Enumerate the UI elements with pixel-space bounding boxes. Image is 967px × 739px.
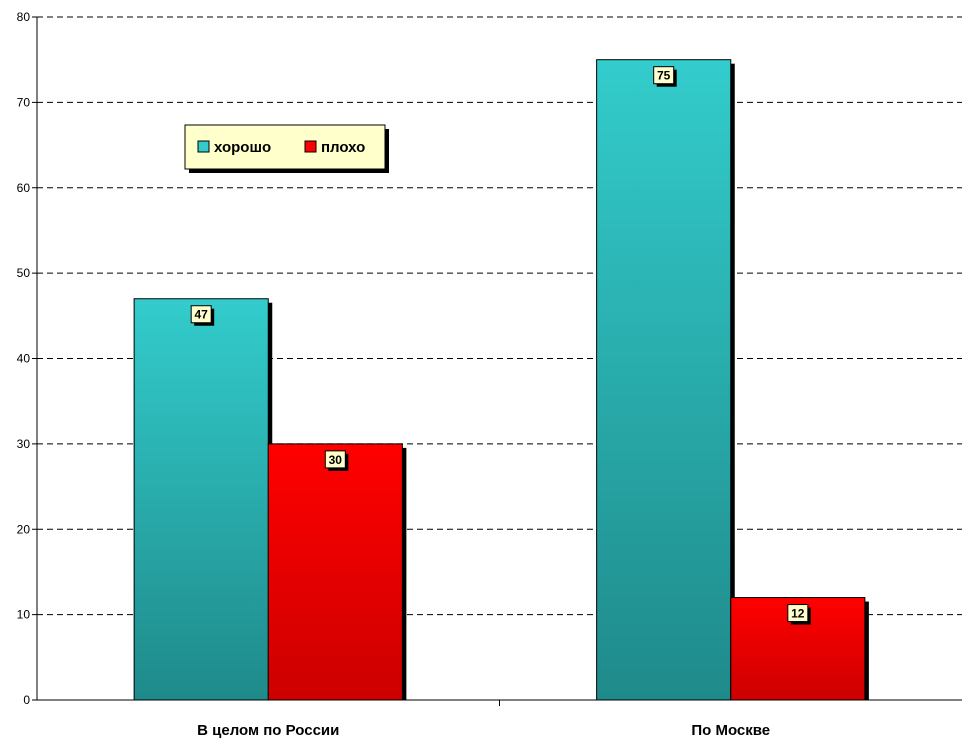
bar [133,298,269,701]
data-label: 75 [657,69,671,83]
data-label: 30 [329,453,343,467]
data-label-box [653,66,675,85]
legend-label-good: хорошо [214,139,271,156]
legend-swatch-bad [304,140,317,153]
bar [267,443,403,701]
y-tick-label: 50 [17,266,31,280]
x-category-label: В целом по России [197,722,339,739]
y-tick-label: 30 [17,437,31,451]
y-tick-label: 60 [17,181,31,195]
data-label: 12 [791,607,805,621]
y-tick-label: 10 [17,608,31,622]
x-category-label: По Москве [691,722,770,739]
y-tick-label: 20 [17,522,31,536]
y-tick-label: 40 [17,352,31,366]
bar [596,59,732,701]
legend: хорошо плохо [184,124,389,173]
y-tick-label: 70 [17,95,31,109]
legend-label-bad: плохо [321,139,365,156]
data-label-box [190,305,212,324]
data-label: 47 [195,308,209,322]
data-label-box [787,604,809,623]
y-tick-label: 0 [23,693,30,707]
data-label-box [324,450,346,469]
legend-swatch-good [197,140,210,153]
y-tick-label: 80 [17,10,31,24]
data-labels: 47 30 75 12 [190,66,811,625]
legend-box [184,124,386,170]
